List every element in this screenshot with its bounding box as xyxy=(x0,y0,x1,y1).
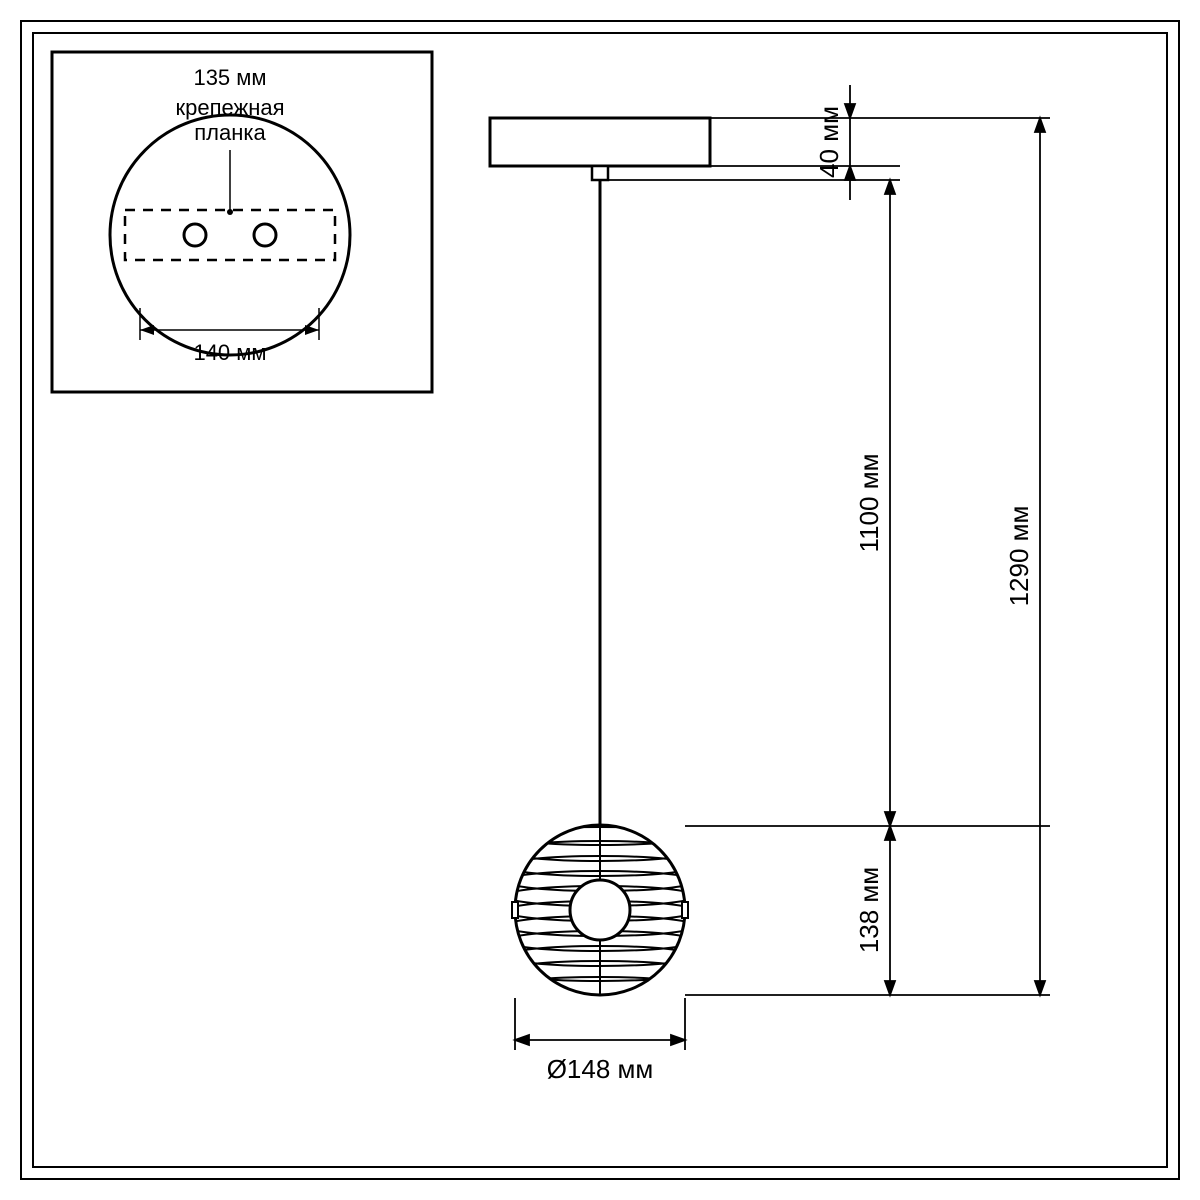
dim-diameter-label: Ø148 мм xyxy=(547,1054,654,1084)
diagram-svg: 135 мм крепежная планка 140 мм xyxy=(0,0,1200,1200)
arrow-l xyxy=(140,325,154,335)
dim-1290: 1290 мм xyxy=(1004,118,1045,995)
dim-40-label: 40 мм xyxy=(814,106,844,178)
shade-opening xyxy=(570,880,630,940)
dim-1100: 1100 мм xyxy=(854,180,895,826)
dim-138: 138 мм xyxy=(854,826,895,995)
dim-140-label: 140 мм xyxy=(193,340,266,365)
dim-diameter: Ø148 мм xyxy=(515,998,685,1084)
canopy xyxy=(490,118,710,166)
bracket-dim-label: 135 мм xyxy=(193,65,266,90)
nipple xyxy=(592,166,608,180)
bracket-hole-2 xyxy=(254,224,276,246)
shade xyxy=(505,825,695,995)
dim-1290-label: 1290 мм xyxy=(1004,506,1034,607)
bracket-name-2: планка xyxy=(194,120,266,145)
arrow-r xyxy=(305,325,319,335)
inset-detail: 135 мм крепежная планка 140 мм xyxy=(52,52,432,392)
dim-138-label: 138 мм xyxy=(854,867,884,953)
pendant-fixture xyxy=(490,118,710,995)
nub-left xyxy=(512,902,518,918)
bracket-hole-1 xyxy=(184,224,206,246)
dim-40: 40 мм xyxy=(814,85,855,200)
nub-right xyxy=(682,902,688,918)
leader-dot xyxy=(227,209,233,215)
bracket-rect xyxy=(125,210,335,260)
dim-1100-label: 1100 мм xyxy=(854,454,884,553)
bracket-name-1: крепежная xyxy=(175,95,284,120)
